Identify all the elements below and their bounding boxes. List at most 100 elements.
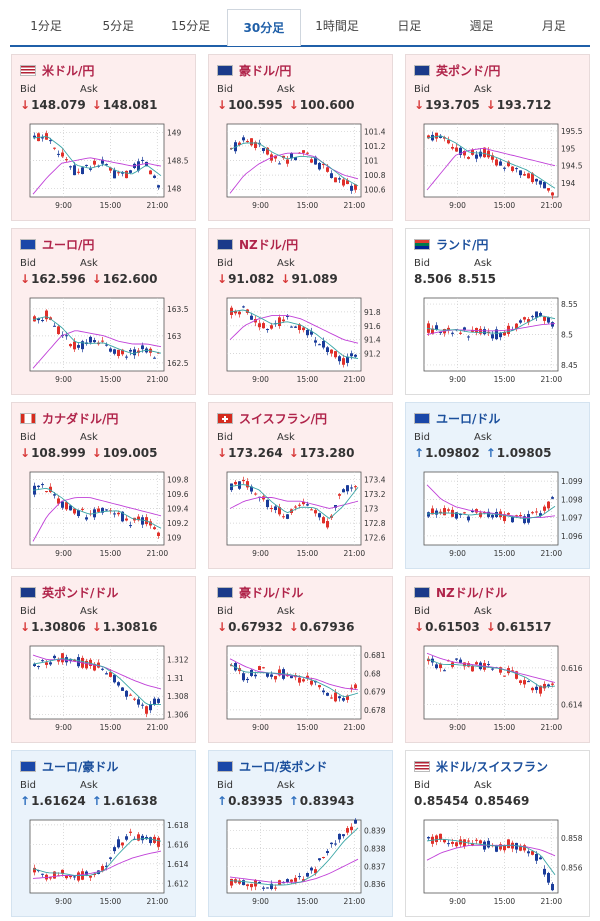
pair-name[interactable]: 豪ドル/円 — [239, 63, 292, 78]
rate-card[interactable]: 米ドル/円 Bid Ask ↓148.079 ↓148.081 149 148.5 148 9:… — [11, 54, 196, 221]
price-chart[interactable]: 173.4 173.2 173 172.8 172.6 9:00 15:00 21:00 — [217, 468, 385, 563]
rate-card[interactable]: NZドル/円 Bid Ask ↓91.082 ↓91.089 91.8 91.6 91.4 91… — [208, 228, 393, 395]
price-chart[interactable]: 1.312 1.31 1.308 1.306 9:00 15:00 21:00 — [20, 642, 188, 737]
candle — [306, 873, 309, 877]
price-chart[interactable]: 0.858 0.856 9:00 15:00 21:00 — [414, 816, 582, 911]
bid-label: Bid — [414, 606, 430, 617]
rate-card[interactable]: 米ドル/スイスフラン Bid Ask 0.85454 0.85469 0.858 0.856… — [405, 750, 590, 917]
candle — [471, 843, 474, 846]
candle — [334, 177, 337, 183]
pair-name[interactable]: スイスフラン/円 — [239, 411, 328, 426]
au-us-flag-icon — [217, 586, 233, 598]
candle — [551, 322, 554, 327]
rate-card[interactable]: ユーロ/円 Bid Ask ↓162.596 ↓162.600 163.5 163 162.5… — [11, 228, 196, 395]
bid-value: 1.61624 — [31, 794, 86, 808]
pair-name[interactable]: 米ドル/円 — [42, 63, 95, 78]
candle — [310, 680, 313, 685]
candle — [479, 328, 482, 334]
rate-card[interactable]: スイスフラン/円 Bid Ask ↓173.264 ↓173.280 173.4 173.2… — [208, 402, 393, 569]
candle — [302, 150, 305, 153]
rate-card[interactable]: ユーロ/英ポンド Bid Ask ↑0.83935 ↑0.83943 0.839 0.838… — [208, 750, 393, 917]
pair-name[interactable]: カナダドル/円 — [42, 411, 119, 426]
candle — [503, 845, 506, 851]
candle — [113, 349, 116, 354]
ask-label: Ask — [80, 432, 98, 443]
tab-2[interactable]: 15分足 — [170, 19, 211, 33]
x-tick-label: 9:00 — [55, 723, 72, 732]
x-tick-label: 15:00 — [494, 549, 516, 558]
pair-name[interactable]: 豪ドル/ドル — [239, 585, 304, 600]
pair-name[interactable]: 米ドル/スイスフラン — [436, 759, 549, 774]
pair-name[interactable]: ユーロ/豪ドル — [42, 759, 119, 774]
ma-line-short — [32, 136, 162, 177]
candle — [298, 876, 301, 878]
candle — [121, 842, 124, 846]
y-tick-label: 109 — [167, 534, 182, 543]
ask-value: 109.005 — [102, 446, 158, 460]
candle — [258, 881, 261, 884]
price-chart[interactable]: 0.681 0.68 0.679 0.678 9:00 15:00 21:00 — [217, 642, 385, 737]
price-chart[interactable]: 1.099 1.098 1.097 1.096 9:00 15:00 21:00 — [414, 468, 582, 563]
pair-name[interactable]: ユーロ/英ポンド — [239, 759, 328, 774]
pair-name[interactable]: NZドル/ドル — [436, 585, 508, 600]
price-chart[interactable]: 163.5 163 162.5 9:00 15:00 21:00 — [20, 294, 188, 389]
bid-value: 173.264 — [228, 446, 283, 460]
rate-card[interactable]: 豪ドル/ドル Bid Ask ↓0.67932 ↓0.67936 0.681 0.68 0.6… — [208, 576, 393, 743]
candle — [467, 663, 470, 667]
candle — [141, 835, 144, 841]
candle — [515, 671, 518, 679]
candle — [350, 487, 353, 489]
pair-name[interactable]: ランド/円 — [436, 237, 489, 252]
rate-card[interactable]: NZドル/ドル Bid Ask ↓0.61503 ↓0.61517 0.616 0.614 9… — [405, 576, 590, 743]
pair-name[interactable]: NZドル/円 — [239, 237, 299, 252]
price-chart[interactable]: 1.618 1.616 1.614 1.612 9:00 15:00 21:00 — [20, 816, 188, 911]
y-tick-label: 0.614 — [561, 700, 582, 709]
y-tick-label: 91.4 — [364, 336, 381, 345]
candle — [109, 348, 112, 352]
y-tick-label: 1.308 — [167, 692, 188, 701]
candle — [346, 828, 349, 833]
candle — [274, 155, 277, 159]
candle — [326, 521, 329, 528]
pair-name[interactable]: 英ポンド/円 — [436, 63, 501, 78]
tab-5[interactable]: 日足 — [397, 19, 422, 33]
pair-name[interactable]: 英ポンド/ドル — [42, 585, 119, 600]
tab-0[interactable]: 1分足 — [30, 19, 62, 33]
bid-label: Bid — [217, 606, 233, 617]
tab-3[interactable]: 30分足 — [226, 9, 301, 46]
rate-card[interactable]: ユーロ/豪ドル Bid Ask ↑1.61624 ↑1.61638 1.618 1.616 1… — [11, 750, 196, 917]
candle — [129, 170, 132, 173]
ask-label: Ask — [474, 84, 492, 95]
candle — [499, 161, 502, 166]
ma-line-long — [229, 658, 359, 691]
pair-name[interactable]: ユーロ/円 — [42, 237, 95, 252]
price-chart[interactable]: 101.4 101.2 101 100.8 100.6 9:00 15:00 21:00 — [217, 120, 385, 215]
rate-card[interactable]: 英ポンド/ドル Bid Ask ↓1.30806 ↓1.30816 1.312 1.31 1.… — [11, 576, 196, 743]
tab-7[interactable]: 月足 — [541, 19, 566, 33]
rate-card[interactable]: ランド/円 Bid Ask 8.506 8.515 8.55 8.5 8.45 9:00 15:0… — [405, 228, 590, 395]
y-tick-label: 194.5 — [561, 162, 582, 171]
candle — [334, 843, 337, 845]
rate-card[interactable]: ユーロ/ドル Bid Ask ↑1.09802 ↑1.09805 1.099 1.098 1.… — [405, 402, 590, 569]
rate-card[interactable]: カナダドル/円 Bid Ask ↓108.999 ↓109.005 109.8 109.6 1… — [11, 402, 196, 569]
price-chart[interactable]: 109.8 109.6 109.4 109.2 109 9:00 15:00 21:00 — [20, 468, 188, 563]
price-chart[interactable]: 8.55 8.5 8.45 9:00 15:00 21:00 — [414, 294, 582, 389]
rate-card[interactable]: 英ポンド/円 Bid Ask ↓193.705 ↓193.712 195.5 195 194.… — [405, 54, 590, 221]
candle — [85, 660, 88, 669]
tab-6[interactable]: 週足 — [469, 19, 494, 33]
price-chart[interactable]: 0.839 0.838 0.837 0.836 9:00 15:00 21:00 — [217, 816, 385, 911]
candle — [338, 178, 341, 180]
rate-card[interactable]: 豪ドル/円 Bid Ask ↓100.595 ↓100.600 101.4 101.2 101… — [208, 54, 393, 221]
price-chart[interactable]: 91.8 91.6 91.4 91.2 9:00 15:00 21:00 — [217, 294, 385, 389]
pair-name[interactable]: ユーロ/ドル — [436, 411, 501, 426]
candle — [326, 692, 329, 696]
tab-4[interactable]: 1時間足 — [315, 19, 359, 33]
candle — [539, 685, 542, 694]
card-header: NZドル/円 — [217, 236, 298, 252]
price-chart[interactable]: 149 148.5 148 9:00 15:00 21:00 — [20, 120, 188, 215]
price-chart[interactable]: 195.5 195 194.5 194 9:00 15:00 21:00 — [414, 120, 582, 215]
tab-1[interactable]: 5分足 — [102, 19, 135, 33]
price-chart[interactable]: 0.616 0.614 9:00 15:00 21:00 — [414, 642, 582, 737]
za-jp-flag-icon — [414, 238, 430, 250]
x-tick-label: 15:00 — [297, 549, 319, 558]
